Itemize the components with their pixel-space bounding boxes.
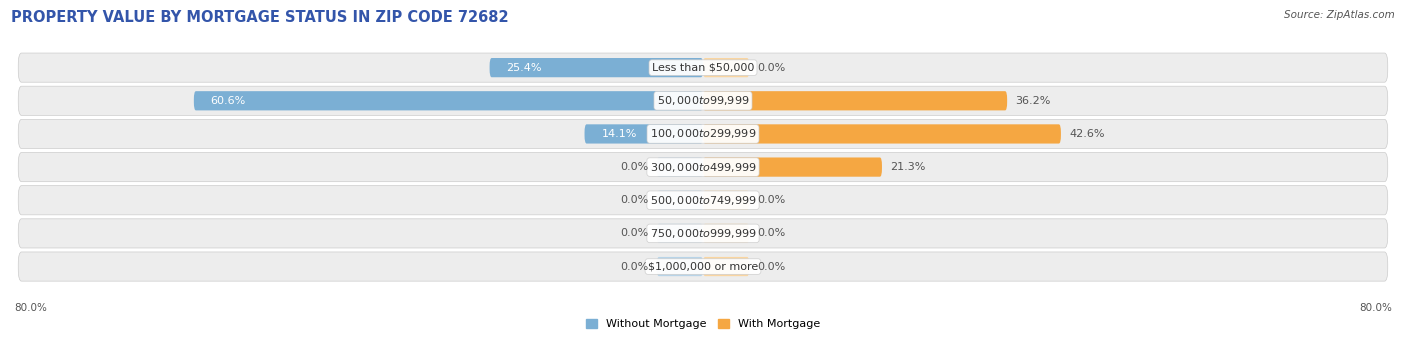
FancyBboxPatch shape bbox=[703, 158, 882, 177]
Text: 0.0%: 0.0% bbox=[620, 162, 648, 172]
FancyBboxPatch shape bbox=[18, 53, 1388, 82]
FancyBboxPatch shape bbox=[585, 124, 703, 144]
FancyBboxPatch shape bbox=[18, 186, 1388, 215]
Text: PROPERTY VALUE BY MORTGAGE STATUS IN ZIP CODE 72682: PROPERTY VALUE BY MORTGAGE STATUS IN ZIP… bbox=[11, 10, 509, 25]
Text: 36.2%: 36.2% bbox=[1015, 96, 1050, 106]
FancyBboxPatch shape bbox=[194, 91, 703, 110]
FancyBboxPatch shape bbox=[18, 152, 1388, 182]
FancyBboxPatch shape bbox=[703, 124, 1062, 144]
FancyBboxPatch shape bbox=[703, 58, 749, 77]
Text: 0.0%: 0.0% bbox=[758, 63, 786, 73]
Text: 14.1%: 14.1% bbox=[602, 129, 637, 139]
FancyBboxPatch shape bbox=[18, 219, 1388, 248]
Text: 0.0%: 0.0% bbox=[758, 228, 786, 238]
FancyBboxPatch shape bbox=[18, 86, 1388, 115]
Text: $1,000,000 or more: $1,000,000 or more bbox=[648, 262, 758, 271]
FancyBboxPatch shape bbox=[703, 91, 1007, 110]
FancyBboxPatch shape bbox=[703, 191, 749, 210]
Text: 80.0%: 80.0% bbox=[1360, 303, 1392, 313]
FancyBboxPatch shape bbox=[657, 191, 703, 210]
Text: $750,000 to $999,999: $750,000 to $999,999 bbox=[650, 227, 756, 240]
Text: 21.3%: 21.3% bbox=[890, 162, 925, 172]
Text: Less than $50,000: Less than $50,000 bbox=[652, 63, 754, 73]
Text: 0.0%: 0.0% bbox=[758, 195, 786, 205]
Text: 25.4%: 25.4% bbox=[506, 63, 541, 73]
FancyBboxPatch shape bbox=[703, 257, 749, 276]
Text: $100,000 to $299,999: $100,000 to $299,999 bbox=[650, 128, 756, 140]
FancyBboxPatch shape bbox=[703, 224, 749, 243]
Text: 60.6%: 60.6% bbox=[211, 96, 246, 106]
FancyBboxPatch shape bbox=[18, 252, 1388, 281]
FancyBboxPatch shape bbox=[18, 119, 1388, 149]
Text: $300,000 to $499,999: $300,000 to $499,999 bbox=[650, 161, 756, 174]
Text: 0.0%: 0.0% bbox=[620, 262, 648, 271]
Text: 42.6%: 42.6% bbox=[1070, 129, 1105, 139]
Text: 0.0%: 0.0% bbox=[620, 228, 648, 238]
FancyBboxPatch shape bbox=[657, 158, 703, 177]
FancyBboxPatch shape bbox=[489, 58, 703, 77]
Text: $50,000 to $99,999: $50,000 to $99,999 bbox=[657, 94, 749, 107]
FancyBboxPatch shape bbox=[657, 224, 703, 243]
Text: 0.0%: 0.0% bbox=[620, 195, 648, 205]
Text: 80.0%: 80.0% bbox=[14, 303, 46, 313]
FancyBboxPatch shape bbox=[657, 257, 703, 276]
Text: Source: ZipAtlas.com: Source: ZipAtlas.com bbox=[1284, 10, 1395, 20]
Legend: Without Mortgage, With Mortgage: Without Mortgage, With Mortgage bbox=[582, 314, 824, 333]
Text: $500,000 to $749,999: $500,000 to $749,999 bbox=[650, 194, 756, 207]
Text: 0.0%: 0.0% bbox=[758, 262, 786, 271]
